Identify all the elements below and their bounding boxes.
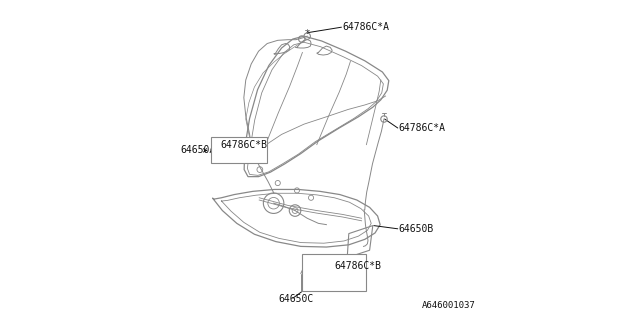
Text: 64650C: 64650C (278, 294, 314, 304)
Text: 64786C*A: 64786C*A (342, 22, 389, 32)
Text: 64650B: 64650B (398, 224, 434, 234)
Text: 64786C*A: 64786C*A (398, 123, 445, 133)
Text: 64650A: 64650A (181, 145, 216, 156)
Text: 64786C*B: 64786C*B (334, 260, 381, 271)
Bar (302, 254, 366, 291)
Text: A646001037: A646001037 (422, 301, 475, 310)
Text: 64786C*B: 64786C*B (221, 140, 268, 150)
Bar (211, 137, 267, 163)
